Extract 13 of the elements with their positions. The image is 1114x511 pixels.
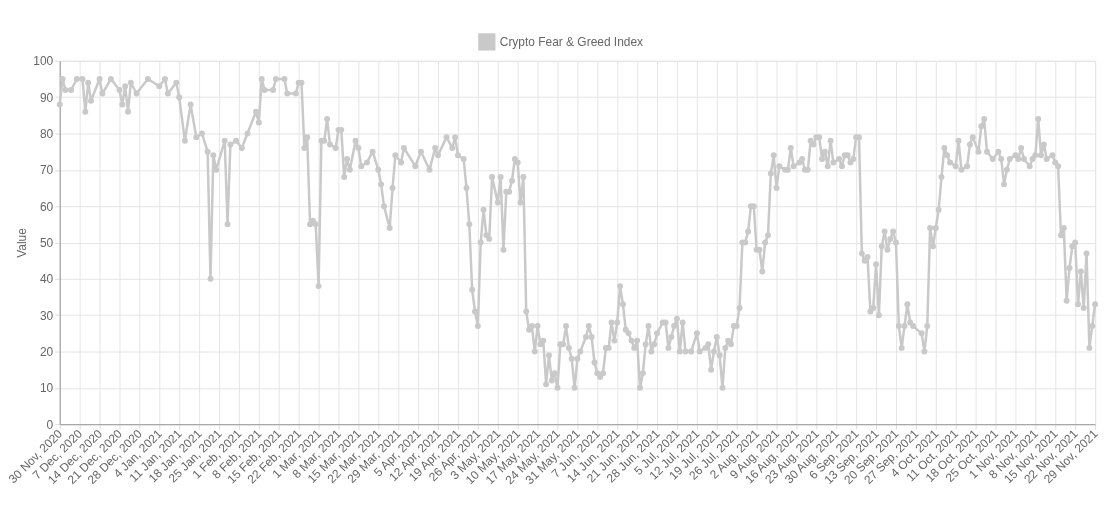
y-tick-label: 70 [39,163,54,178]
y-tick-label: 0 [46,417,54,432]
y-tick-label: 100 [33,54,54,69]
y-tick-label: 80 [39,126,54,141]
y-tick-label: 50 [39,235,54,250]
y-tick-label: 40 [39,272,54,287]
legend-label: Crypto Fear & Greed Index [499,34,644,49]
y-tick-label: 90 [39,90,54,105]
y-tick-label: 20 [39,345,54,359]
y-axis-title: Value [15,227,30,258]
y-tick-label: 60 [39,199,54,214]
y-tick-label: 10 [39,381,54,396]
y-tick-label: 30 [39,308,54,323]
